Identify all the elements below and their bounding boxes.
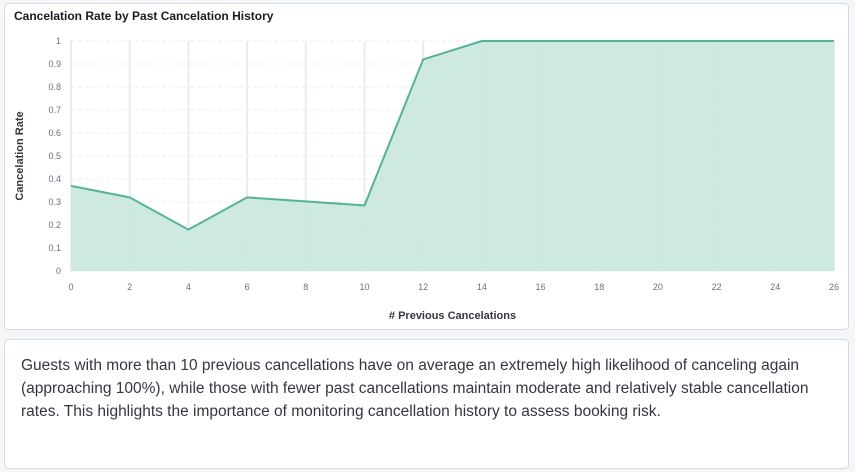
chart-title: Cancelation Rate by Past Cancelation His… bbox=[14, 9, 274, 23]
x-tick-label-1: 2 bbox=[127, 282, 132, 292]
summary-panel: Guests with more than 10 previous cancel… bbox=[4, 339, 849, 469]
x-axis-ticks: 0 2 4 6 8 10 12 14 16 18 20 22 24 26 bbox=[68, 282, 839, 292]
x-tick-label-9: 18 bbox=[594, 282, 604, 292]
data-points bbox=[70, 40, 835, 230]
x-tick-label-0: 0 bbox=[68, 282, 73, 292]
x-tick-label-2: 4 bbox=[186, 282, 191, 292]
x-tick-label-7: 14 bbox=[477, 282, 487, 292]
x-tick-label-13: 26 bbox=[829, 282, 839, 292]
x-tick-label-6: 12 bbox=[418, 282, 428, 292]
y-tick-label-4: 0.4 bbox=[48, 174, 61, 184]
y-tick-label-7: 0.7 bbox=[48, 105, 61, 115]
y-tick-label-9: 0.9 bbox=[48, 59, 61, 69]
x-tick-label-3: 6 bbox=[245, 282, 250, 292]
area-fill bbox=[71, 41, 834, 271]
y-axis-ticks: 0 0.1 0.2 0.3 0.4 0.5 0.6 0.7 0.8 0.9 1 bbox=[48, 36, 61, 276]
summary-text: Guests with more than 10 previous cancel… bbox=[21, 357, 809, 420]
x-tick-label-5: 10 bbox=[359, 282, 369, 292]
x-tick-label-8: 16 bbox=[536, 282, 546, 292]
y-tick-label-0: 0 bbox=[56, 266, 61, 276]
area-chart[interactable]: 00.10.20.30.40.50.60.70.80.91 0 2 4 6 8 10 12 1… bbox=[5, 4, 850, 331]
y-tick-label-1: 0.1 bbox=[48, 243, 61, 253]
y-tick-label-2: 0.2 bbox=[48, 220, 61, 230]
y-axis-title: Cancelation Rate bbox=[14, 111, 26, 200]
x-tick-label-4: 8 bbox=[303, 282, 308, 292]
x-axis-title: # Previous Cancelations bbox=[389, 310, 516, 322]
x-tick-label-12: 24 bbox=[770, 282, 780, 292]
x-tick-label-11: 22 bbox=[712, 282, 722, 292]
y-tick-label-10: 1 bbox=[56, 36, 61, 46]
x-tick-label-10: 20 bbox=[653, 282, 663, 292]
y-tick-label-5: 0.5 bbox=[48, 151, 61, 161]
series-line bbox=[70, 40, 834, 231]
y-tick-label-6: 0.6 bbox=[48, 128, 61, 138]
y-tick-label-8: 0.8 bbox=[48, 82, 61, 92]
y-tick-label-3: 0.3 bbox=[48, 197, 61, 207]
chart-panel: Cancelation Rate by Past Cancelation His… bbox=[4, 3, 849, 330]
